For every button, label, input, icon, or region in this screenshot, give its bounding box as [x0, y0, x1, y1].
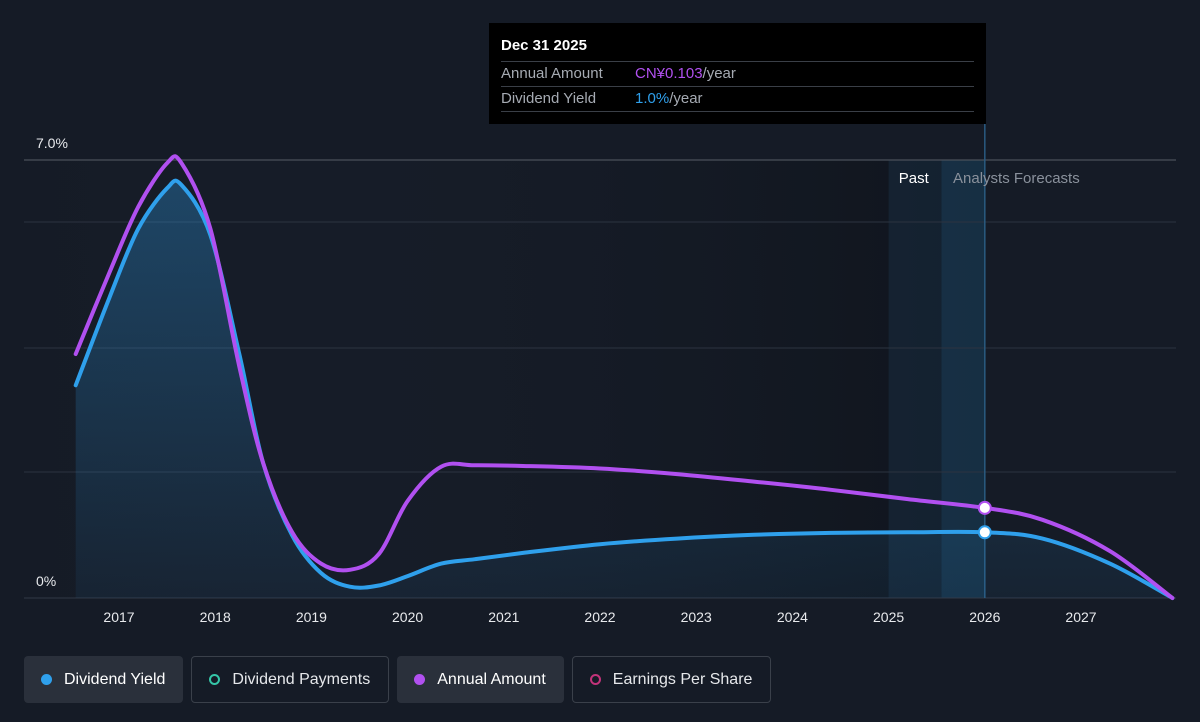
dividend-yield-dot-icon: [41, 674, 52, 685]
y-tick-label: 0%: [36, 573, 56, 589]
tooltip-divider: [501, 111, 974, 112]
legend-dividend-yield[interactable]: Dividend Yield: [24, 656, 184, 703]
tooltip-suffix: /year: [702, 65, 736, 82]
tooltip-row-dividend-yield: Dividend Yield 1.0% /year: [501, 86, 974, 111]
x-tick-label: 2024: [777, 609, 808, 625]
legend-earnings-per-share[interactable]: Earnings Per Share: [571, 656, 772, 703]
annual-amount-line: [73, 154, 1175, 600]
tooltip-value: CN¥0.103: [635, 65, 703, 82]
annual-amount-dot-icon: [414, 674, 426, 685]
tooltip-label: Annual Amount: [501, 65, 603, 82]
y-tick-label: 7.0%: [36, 135, 68, 151]
chart-legend: Dividend Yield Dividend Payments Annual …: [24, 656, 772, 703]
x-tick-label: 2026: [969, 609, 1000, 625]
tooltip-suffix: /year: [669, 90, 703, 107]
x-tick-label: 2020: [392, 609, 423, 625]
x-tick-label: 2025: [873, 609, 904, 625]
legend-label: Annual Amount: [437, 670, 546, 688]
x-tick-label: 2021: [488, 609, 519, 625]
dividend-payments-ring-icon: [209, 674, 221, 685]
x-tick-label: 2019: [296, 609, 327, 625]
annual-amount-marker[interactable]: [977, 500, 992, 515]
dividend-chart: 2017 2018 2019 2020 2021 2022 2023 2024 2025 2026…: [24, 124, 1176, 625]
x-tick-label: 2023: [681, 609, 712, 625]
tooltip-date: Dec 31 2025: [501, 37, 587, 54]
tooltip-label: Dividend Yield: [501, 90, 597, 107]
forecast-region-label: Analysts Forecasts: [953, 170, 1080, 187]
x-tick-label: 2017: [103, 609, 134, 625]
legend-label: Dividend Yield: [64, 670, 166, 688]
legend-label: Dividend Payments: [232, 670, 371, 688]
past-highlight-band: [888, 160, 985, 598]
dividend-yield-line: [73, 178, 1175, 600]
chart-tooltip: Dec 31 2025 Annual Amount CN¥0.103 /year…: [489, 23, 986, 124]
tooltip-row-annual-amount: Annual Amount CN¥0.103 /year: [501, 61, 974, 86]
x-tick-label: 2018: [200, 609, 231, 625]
earnings-per-share-ring-icon: [589, 674, 601, 685]
hover-band: [941, 160, 985, 598]
legend-annual-amount[interactable]: Annual Amount: [397, 656, 564, 703]
past-region-label: Past: [899, 170, 930, 187]
x-tick-label: 2027: [1065, 609, 1096, 625]
legend-dividend-payments[interactable]: Dividend Payments: [191, 656, 390, 703]
tooltip-value: 1.0%: [635, 90, 670, 107]
x-tick-label: 2022: [584, 609, 615, 625]
dividend-yield-area: [75, 180, 1173, 598]
dividend-yield-marker[interactable]: [977, 525, 992, 540]
legend-label: Earnings Per Share: [612, 670, 753, 688]
